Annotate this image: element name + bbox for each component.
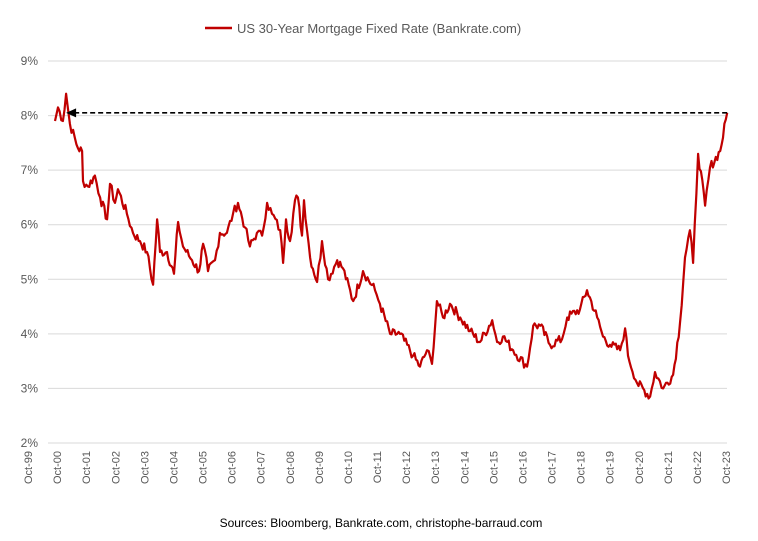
legend-label: US 30-Year Mortgage Fixed Rate (Bankrate…: [237, 21, 521, 36]
x-tick-label: Oct-09: [314, 451, 326, 484]
arrowhead-icon: [66, 108, 77, 118]
gridlines: [48, 60, 727, 444]
annotation-arrow: [66, 108, 728, 118]
x-tick-label: Oct-17: [547, 451, 559, 484]
x-tick-label: Oct-03: [139, 451, 151, 484]
x-tick-label: Oct-99: [23, 451, 35, 484]
x-tick-label: Oct-23: [721, 451, 733, 484]
x-tick-label: Oct-14: [459, 451, 471, 484]
x-tick-label: Oct-19: [605, 451, 617, 484]
x-tick-label: Oct-20: [634, 451, 646, 484]
y-tick-label: 2%: [21, 436, 39, 450]
y-tick-label: 7%: [21, 163, 39, 177]
y-tick-label: 8%: [21, 109, 39, 123]
series-line-mortgage-rate: [53, 92, 729, 400]
y-tick-label: 4%: [21, 327, 39, 341]
x-tick-label: Oct-16: [517, 451, 529, 484]
x-tick-label: Oct-15: [488, 451, 500, 484]
x-tick-label: Oct-11: [372, 451, 384, 483]
x-tick-label: Oct-07: [256, 451, 268, 484]
x-tick-label: Oct-01: [81, 451, 93, 484]
x-tick-label: Oct-08: [285, 451, 297, 484]
x-tick-label: Oct-00: [52, 451, 64, 484]
x-tick-label: Oct-13: [430, 451, 442, 484]
x-tick-label: Oct-22: [692, 451, 704, 484]
legend: US 30-Year Mortgage Fixed Rate (Bankrate…: [205, 21, 521, 36]
x-tick-label: Oct-05: [198, 451, 210, 484]
x-tick-label: Oct-04: [168, 451, 180, 484]
x-tick-label: Oct-21: [663, 451, 675, 484]
y-tick-label: 9%: [21, 54, 39, 68]
x-tick-label: Oct-10: [343, 451, 355, 484]
y-axis: 2% 3% 4% 5% 6% 7% 8% 9%: [21, 54, 39, 450]
y-tick-label: 5%: [21, 272, 39, 286]
y-tick-label: 3%: [21, 381, 39, 395]
x-tick-label: Oct-06: [227, 451, 239, 484]
x-axis: Oct-99 Oct-00 Oct-01 Oct-02 Oct-03 Oct-04 Oct-…: [23, 451, 733, 484]
y-tick-label: 6%: [21, 218, 39, 232]
x-tick-label: Oct-12: [401, 451, 413, 484]
x-tick-label: Oct-02: [110, 451, 122, 484]
x-tick-label: Oct-18: [576, 451, 588, 484]
source-note: Sources: Bloomberg, Bankrate.com, christ…: [220, 516, 543, 530]
